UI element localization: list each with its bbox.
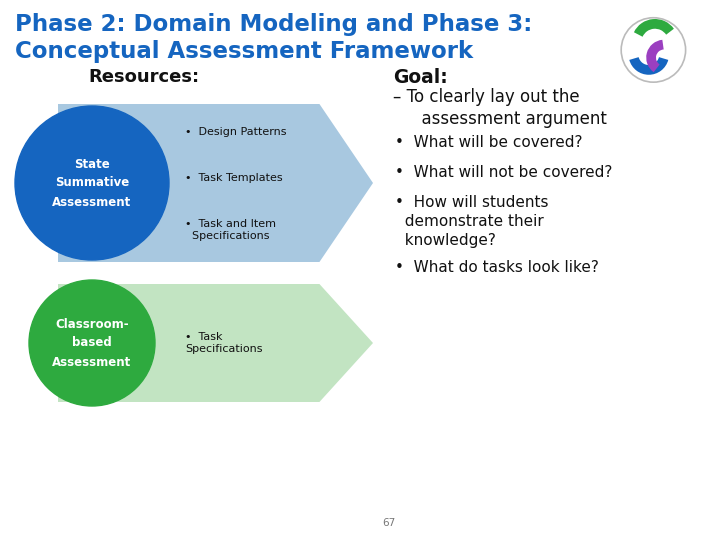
Text: •  Task and Item
  Specifications: • Task and Item Specifications xyxy=(185,219,276,241)
Text: •  What will be covered?: • What will be covered? xyxy=(395,135,582,150)
Text: Resources:: Resources: xyxy=(88,68,199,86)
Circle shape xyxy=(15,106,169,260)
Text: Goal:: Goal: xyxy=(393,68,448,87)
Text: •  Design Patterns: • Design Patterns xyxy=(185,127,287,137)
Polygon shape xyxy=(58,284,373,402)
Text: Conceptual Assessment Framework: Conceptual Assessment Framework xyxy=(15,40,473,63)
Text: assessment argument: assessment argument xyxy=(411,110,607,128)
Polygon shape xyxy=(58,104,373,262)
Text: •  Task Templates: • Task Templates xyxy=(185,173,283,183)
Text: •  How will students
  demonstrate their
  knowledge?: • How will students demonstrate their kn… xyxy=(395,195,549,248)
Text: Classroom-
based
Assessment: Classroom- based Assessment xyxy=(53,318,132,368)
Text: •  What will not be covered?: • What will not be covered? xyxy=(395,165,613,180)
Text: State
Summative
Assessment: State Summative Assessment xyxy=(53,158,132,208)
Text: •  What do tasks look like?: • What do tasks look like? xyxy=(395,260,599,275)
Text: – To clearly lay out the: – To clearly lay out the xyxy=(393,88,580,106)
Text: 67: 67 xyxy=(382,518,395,528)
Text: Phase 2: Domain Modeling and Phase 3:: Phase 2: Domain Modeling and Phase 3: xyxy=(15,13,532,36)
Circle shape xyxy=(29,280,155,406)
Text: •  Task
Specifications: • Task Specifications xyxy=(185,332,263,354)
Circle shape xyxy=(621,18,685,82)
